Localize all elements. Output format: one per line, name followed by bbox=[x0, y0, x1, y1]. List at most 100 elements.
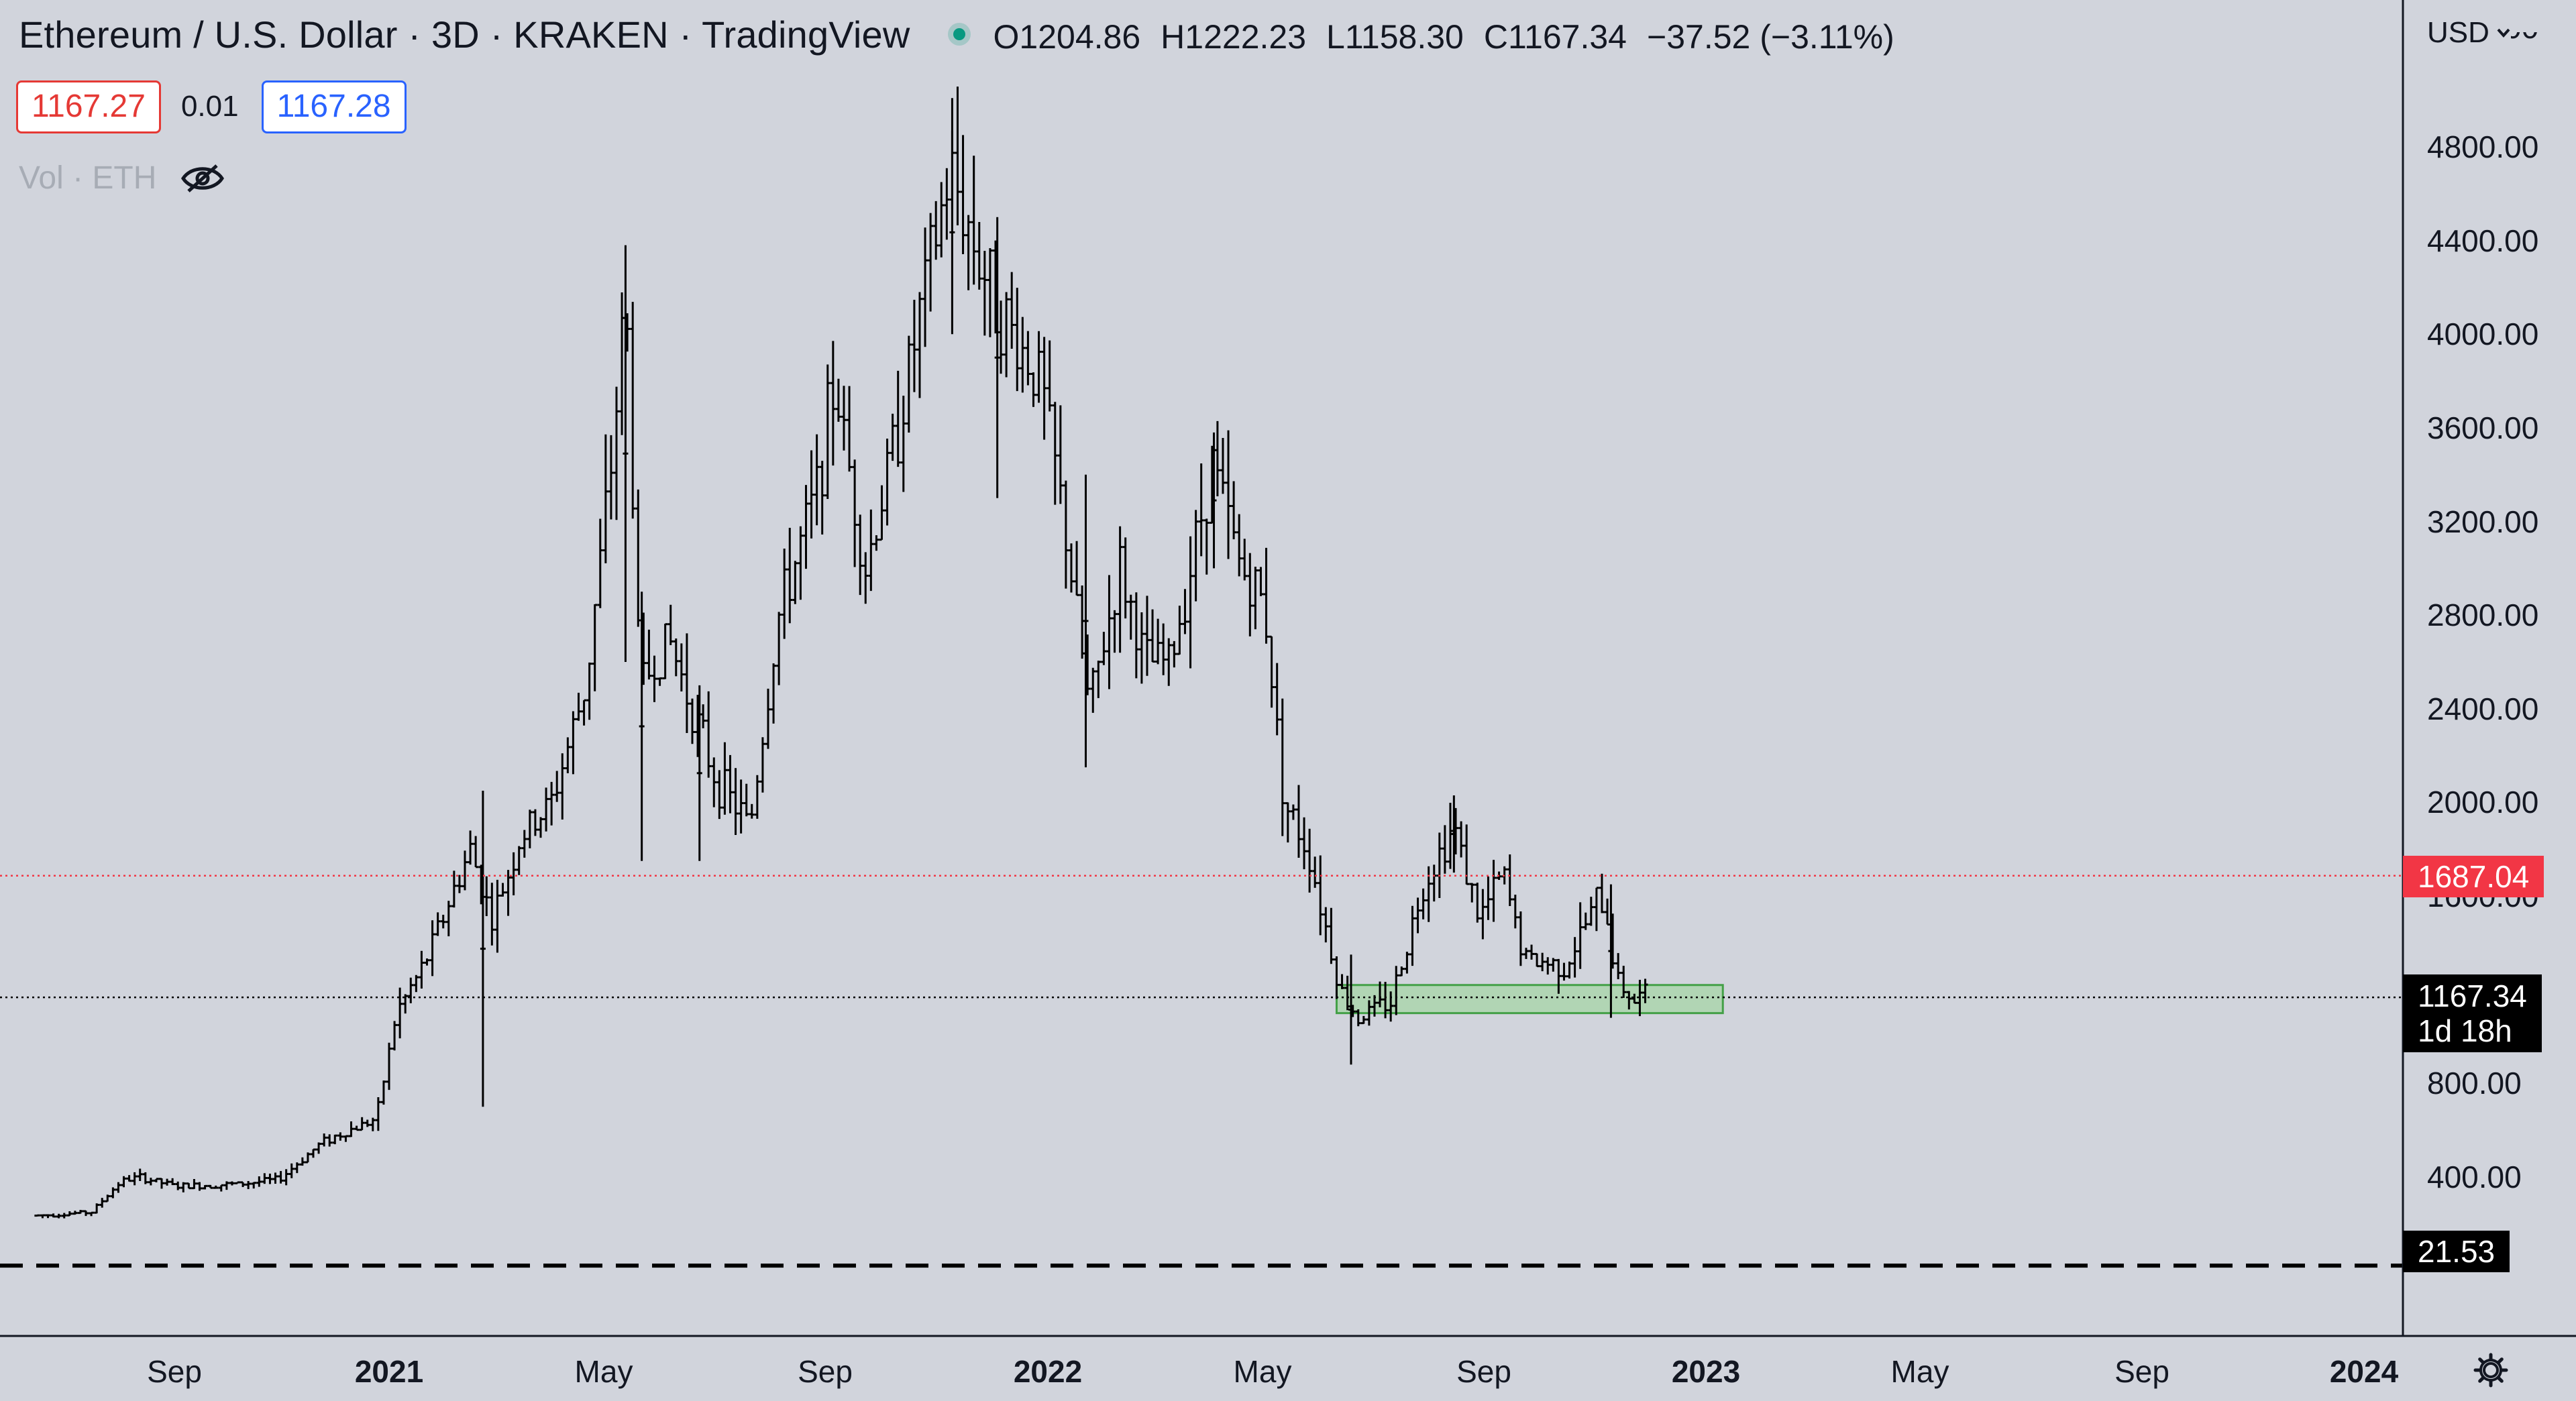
ohlc-bar bbox=[202, 1184, 208, 1190]
ohlc-bar bbox=[343, 1135, 349, 1142]
ohlc-bar bbox=[1323, 907, 1329, 943]
ohlc-bar bbox=[592, 604, 598, 691]
ohlc-bar bbox=[527, 809, 533, 848]
ohlc-bar bbox=[1404, 952, 1410, 974]
ohlc-bar bbox=[445, 901, 451, 937]
ohlc-bar bbox=[1203, 518, 1210, 575]
ohlc-bar bbox=[537, 817, 543, 838]
time-tick-label: Sep bbox=[147, 1354, 202, 1389]
ohlc-bar bbox=[597, 518, 603, 608]
trade-panel: 1167.27 0.01 1167.28 bbox=[16, 80, 407, 133]
ohlc-bar bbox=[229, 1181, 235, 1186]
ohlc-bar bbox=[1269, 635, 1275, 708]
ohlc-bar bbox=[121, 1176, 127, 1188]
ohlc-bar bbox=[521, 830, 527, 858]
ohlc-bar bbox=[213, 1185, 219, 1189]
time-tick-label: Sep bbox=[2114, 1354, 2169, 1389]
ohlc-bar bbox=[159, 1178, 165, 1189]
ohlc-bar bbox=[570, 711, 576, 775]
buy-button[interactable]: 1167.28 bbox=[261, 80, 407, 133]
ohlc-bar bbox=[408, 977, 414, 1003]
ohlc-bar bbox=[1334, 956, 1340, 999]
ohlc-bar bbox=[327, 1134, 333, 1147]
hidden-eye-icon[interactable] bbox=[180, 162, 225, 195]
ohlc-bar bbox=[1274, 663, 1280, 736]
ohlc-bar bbox=[1393, 966, 1399, 1015]
dashed-line-label[interactable]: 21.53 bbox=[2403, 1231, 2510, 1272]
ohlc-bar bbox=[1355, 1009, 1361, 1027]
ohlc-bar bbox=[841, 386, 847, 451]
ohlc-bar bbox=[1214, 421, 1220, 497]
ohlc-bar bbox=[689, 698, 695, 744]
ohlc-bar bbox=[126, 1175, 132, 1182]
ohlc-bar bbox=[749, 803, 755, 819]
ohlc-bar bbox=[1399, 966, 1405, 976]
ohlc-bar bbox=[1507, 854, 1513, 907]
support-zone[interactable] bbox=[1335, 984, 1724, 1015]
ohlc-bar bbox=[1436, 832, 1442, 898]
ohlc-bar bbox=[370, 1117, 376, 1131]
ohlc-bar bbox=[262, 1173, 268, 1184]
ohlc-bar bbox=[110, 1187, 116, 1198]
ohlc-bar bbox=[402, 994, 409, 1014]
ohlc-bar bbox=[1025, 331, 1031, 386]
ohlc-bar bbox=[1599, 873, 1605, 913]
ohlc-bar bbox=[1041, 337, 1047, 440]
currency-selector[interactable]: USD bbox=[2427, 13, 2511, 52]
ohlc-bar bbox=[1312, 856, 1318, 888]
ohlc-bar bbox=[1247, 553, 1253, 636]
volume-indicator[interactable]: Vol · ETH bbox=[19, 160, 225, 197]
price-tick-label: 2000.00 bbox=[2427, 785, 2539, 820]
time-tick-label: 2023 bbox=[1671, 1354, 1741, 1389]
bar-countdown: 1d 18h bbox=[2418, 1013, 2512, 1048]
time-tick-label: Sep bbox=[798, 1354, 853, 1389]
ohlc-bar bbox=[380, 1080, 386, 1105]
ohlc-bar bbox=[511, 852, 517, 895]
ohlc-bar bbox=[278, 1171, 284, 1184]
ohlc-bar bbox=[66, 1211, 72, 1217]
price-tick-label: 3200.00 bbox=[2427, 504, 2539, 539]
ohlc-bar bbox=[299, 1157, 305, 1166]
ohlc-bar bbox=[1593, 887, 1599, 932]
ohlc-bar bbox=[559, 753, 566, 820]
ohlc-bar bbox=[1631, 993, 1638, 1004]
ohlc-bar bbox=[814, 434, 820, 526]
ohlc-bar bbox=[413, 974, 419, 993]
gear-icon[interactable] bbox=[2473, 1352, 2509, 1388]
ohlc-bar bbox=[1550, 958, 1556, 972]
price-line-label[interactable]: 1687.04 bbox=[2403, 856, 2544, 897]
ohlc-bar bbox=[1095, 661, 1102, 698]
ohlc-bar bbox=[1348, 954, 1354, 1065]
ohlc-bar bbox=[484, 876, 490, 916]
ohlc-bar bbox=[1608, 884, 1614, 1018]
ohlc-bar bbox=[1083, 474, 1089, 768]
ohlc-bar bbox=[955, 87, 961, 226]
symbol-title[interactable]: Ethereum / U.S. Dollar · 3D · KRAKEN · T… bbox=[19, 13, 910, 56]
ohlc-bar bbox=[61, 1213, 67, 1219]
ohlc-bar bbox=[1211, 432, 1217, 569]
ohlc-bar bbox=[1344, 975, 1350, 1011]
ohlc-bar bbox=[272, 1172, 278, 1184]
ohlc-bar bbox=[630, 302, 636, 519]
ohlc-bar bbox=[1177, 606, 1183, 655]
ohlc-bar bbox=[1556, 958, 1562, 994]
ohlc-bar bbox=[1079, 585, 1085, 659]
ohlc-bar bbox=[473, 836, 479, 868]
ohlc-bar bbox=[294, 1162, 300, 1174]
ohlc-bar bbox=[131, 1172, 138, 1186]
spread-value: 0.01 bbox=[180, 90, 239, 123]
ohlc-bar bbox=[397, 987, 403, 1039]
ohlc-bar bbox=[998, 300, 1004, 374]
ohlc-bar bbox=[1226, 430, 1232, 559]
ohlc-bar bbox=[137, 1168, 143, 1181]
last-price-value: 1167.34 bbox=[2418, 978, 2527, 1013]
ohlc-bar bbox=[619, 292, 625, 435]
ohlc-bar bbox=[928, 213, 934, 312]
sell-button[interactable]: 1167.27 bbox=[16, 80, 161, 133]
ohlc-bar bbox=[1474, 883, 1481, 923]
ohlc-bar bbox=[771, 663, 777, 724]
ohlc-bar bbox=[1377, 981, 1383, 1007]
ohlc-bar bbox=[960, 135, 966, 254]
ohlc-bar bbox=[72, 1211, 78, 1215]
